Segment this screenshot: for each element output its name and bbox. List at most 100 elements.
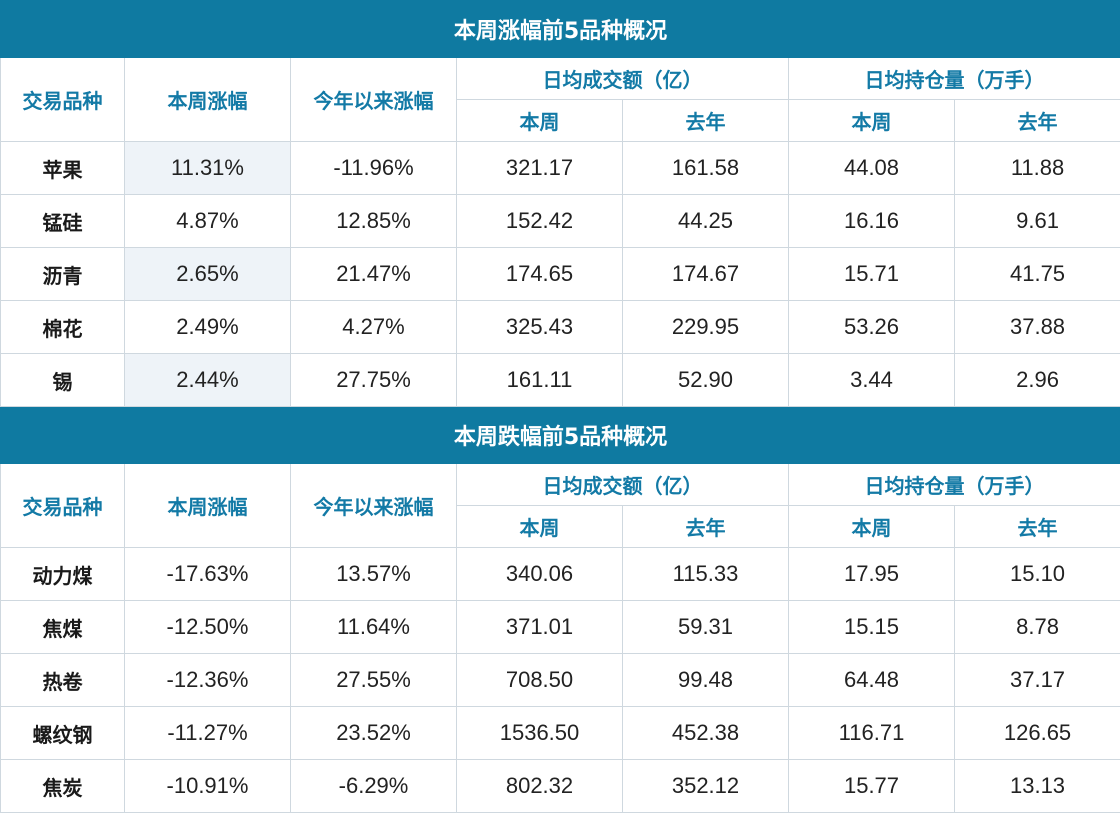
volume-last-year-value: 99.48 [623,654,789,707]
position-last-year-value: 37.17 [955,654,1120,707]
volume-this-week-value: 371.01 [457,601,623,654]
header-variety: 交易品种 [1,58,125,142]
volume-last-year-value: 452.38 [623,707,789,760]
ytd-change-value: 12.85% [291,195,457,248]
header-volume-this-week: 本周 [457,100,623,142]
weekly-change-value: -17.63% [125,548,291,601]
header-ytd-change: 今年以来涨幅 [291,58,457,142]
header-position-last-year: 去年 [955,100,1120,142]
volume-last-year-value: 352.12 [623,760,789,813]
ytd-change-value: 23.52% [291,707,457,760]
volume-last-year-value: 229.95 [623,301,789,354]
position-this-week-value: 16.16 [789,195,955,248]
volume-last-year-value: 115.33 [623,548,789,601]
weekly-change-value: 2.65% [125,248,291,301]
position-this-week-value: 15.77 [789,760,955,813]
table-row: 沥青 2.65% 21.47% 174.65 174.67 15.71 41.7… [1,248,1120,301]
table-row: 螺纹钢 -11.27% 23.52% 1536.50 452.38 116.71… [1,707,1120,760]
header-avg-volume: 日均成交额（亿） [457,58,789,100]
header-weekly-change: 本周涨幅 [125,464,291,548]
table-row: 焦炭 -10.91% -6.29% 802.32 352.12 15.77 13… [1,760,1120,813]
position-last-year-value: 2.96 [955,354,1120,407]
header-ytd-change: 今年以来涨幅 [291,464,457,548]
ytd-change-value: 4.27% [291,301,457,354]
ytd-change-value: -11.96% [291,142,457,195]
ytd-change-value: 21.47% [291,248,457,301]
position-last-year-value: 41.75 [955,248,1120,301]
header-position-last-year: 去年 [955,506,1120,548]
position-this-week-value: 17.95 [789,548,955,601]
variety-name: 热卷 [1,654,125,707]
weekly-change-value: -12.36% [125,654,291,707]
position-last-year-value: 9.61 [955,195,1120,248]
position-this-week-value: 116.71 [789,707,955,760]
losers-title: 本周跌幅前5品种概况 [1,407,1120,464]
weekly-change-value: 4.87% [125,195,291,248]
variety-name: 螺纹钢 [1,707,125,760]
position-last-year-value: 15.10 [955,548,1120,601]
weekly-change-value: -10.91% [125,760,291,813]
position-last-year-value: 126.65 [955,707,1120,760]
table-row: 锰硅 4.87% 12.85% 152.42 44.25 16.16 9.61 [1,195,1120,248]
volume-last-year-value: 161.58 [623,142,789,195]
weekly-change-value: -12.50% [125,601,291,654]
weekly-change-value: 2.49% [125,301,291,354]
header-position-this-week: 本周 [789,100,955,142]
volume-this-week-value: 161.11 [457,354,623,407]
table-row: 锡 2.44% 27.75% 161.11 52.90 3.44 2.96 [1,354,1120,407]
volume-this-week-value: 174.65 [457,248,623,301]
position-last-year-value: 11.88 [955,142,1120,195]
table-row: 焦煤 -12.50% 11.64% 371.01 59.31 15.15 8.7… [1,601,1120,654]
variety-name: 苹果 [1,142,125,195]
header-variety: 交易品种 [1,464,125,548]
weekly-change-value: 11.31% [125,142,291,195]
ytd-change-value: 11.64% [291,601,457,654]
variety-name: 沥青 [1,248,125,301]
header-volume-last-year: 去年 [623,100,789,142]
variety-name: 焦煤 [1,601,125,654]
losers-section: 本周跌幅前5品种概况 交易品种 本周涨幅 今年以来涨幅 日均成交额（亿） 日均持… [1,407,1120,813]
header-weekly-change: 本周涨幅 [125,58,291,142]
volume-this-week-value: 325.43 [457,301,623,354]
ytd-change-value: 27.75% [291,354,457,407]
volume-last-year-value: 174.67 [623,248,789,301]
position-last-year-value: 13.13 [955,760,1120,813]
volume-this-week-value: 321.17 [457,142,623,195]
header-avg-position: 日均持仓量（万手） [789,464,1120,506]
weekly-change-value: -11.27% [125,707,291,760]
table-row: 棉花 2.49% 4.27% 325.43 229.95 53.26 37.88 [1,301,1120,354]
variety-name: 焦炭 [1,760,125,813]
position-this-week-value: 53.26 [789,301,955,354]
volume-this-week-value: 802.32 [457,760,623,813]
position-last-year-value: 8.78 [955,601,1120,654]
gainers-title: 本周涨幅前5品种概况 [1,1,1120,58]
header-volume-this-week: 本周 [457,506,623,548]
position-this-week-value: 15.71 [789,248,955,301]
volume-last-year-value: 59.31 [623,601,789,654]
variety-name: 锰硅 [1,195,125,248]
table-row: 热卷 -12.36% 27.55% 708.50 99.48 64.48 37.… [1,654,1120,707]
ytd-change-value: 27.55% [291,654,457,707]
position-this-week-value: 64.48 [789,654,955,707]
header-volume-last-year: 去年 [623,506,789,548]
variety-name: 动力煤 [1,548,125,601]
position-last-year-value: 37.88 [955,301,1120,354]
table-row: 动力煤 -17.63% 13.57% 340.06 115.33 17.95 1… [1,548,1120,601]
ytd-change-value: -6.29% [291,760,457,813]
volume-this-week-value: 708.50 [457,654,623,707]
variety-name: 棉花 [1,301,125,354]
position-this-week-value: 15.15 [789,601,955,654]
position-this-week-value: 3.44 [789,354,955,407]
header-position-this-week: 本周 [789,506,955,548]
variety-name: 锡 [1,354,125,407]
volume-last-year-value: 44.25 [623,195,789,248]
volume-this-week-value: 152.42 [457,195,623,248]
weekly-change-value: 2.44% [125,354,291,407]
table-row: 苹果 11.31% -11.96% 321.17 161.58 44.08 11… [1,142,1120,195]
header-avg-volume: 日均成交额（亿） [457,464,789,506]
header-avg-position: 日均持仓量（万手） [789,58,1120,100]
volume-this-week-value: 340.06 [457,548,623,601]
ytd-change-value: 13.57% [291,548,457,601]
gainers-section: 本周涨幅前5品种概况 交易品种 本周涨幅 今年以来涨幅 日均成交额（亿） 日均持… [1,1,1120,407]
volume-this-week-value: 1536.50 [457,707,623,760]
